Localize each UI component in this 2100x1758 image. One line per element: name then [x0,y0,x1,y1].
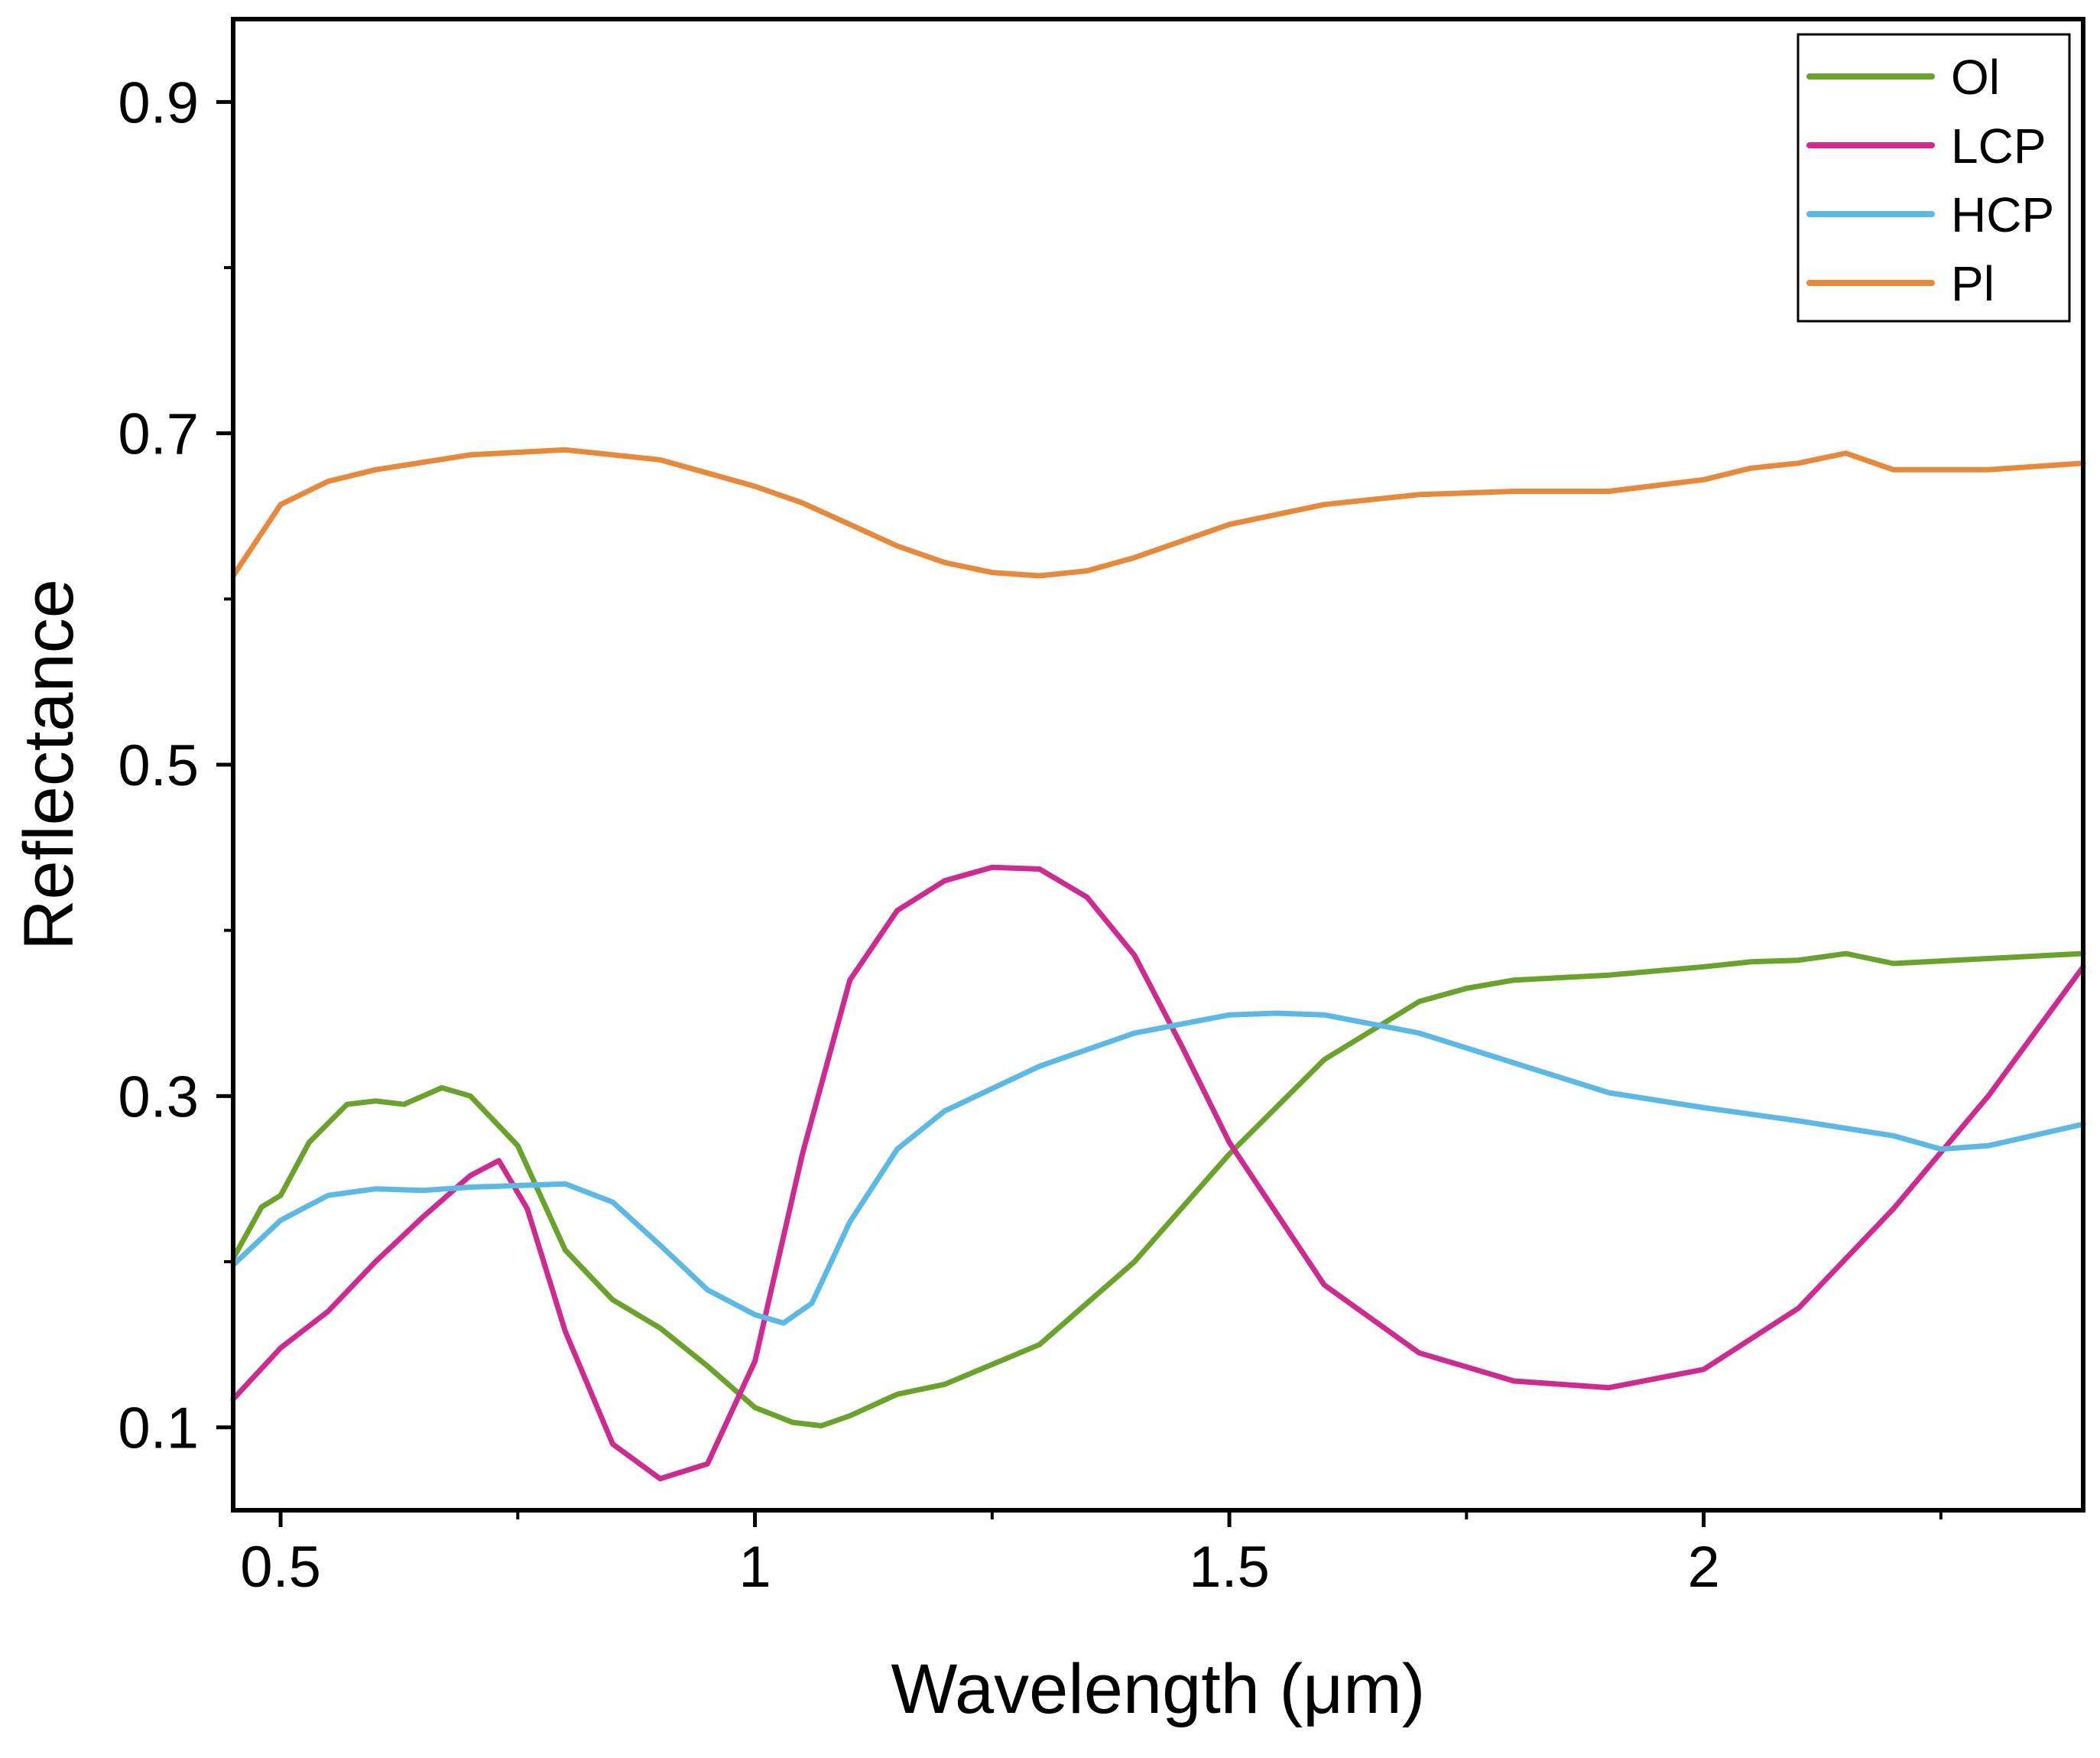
legend-label: Ol [1951,50,2000,105]
legend-box [1797,33,2071,323]
x-axis-title: Wavelength (μm) [891,1650,1426,1728]
y-tick-label: 0.1 [118,1396,199,1461]
series-line-hcp [230,1010,2086,1326]
y-ticks: 0.1 0.3 0.5 0.7 0.9 [118,70,233,1461]
x-ticks: 0.5 1 1.5 2 [240,1510,1943,1600]
legend: Ol LCP HCP Pl [1797,33,2071,323]
legend-label: HCP [1951,187,2054,242]
y-axis: 0.1 0.3 0.5 0.7 0.9 Reflectance [10,70,233,1461]
y-tick-label: 0.7 [118,402,199,467]
x-axis: 0.5 1 1.5 2 Wavelength (μm) [240,1510,1943,1728]
legend-item-hcp: HCP [1806,187,2054,242]
x-tick-label: 2 [1687,1535,1719,1600]
legend-item-ol: Ol [1806,50,2000,105]
series-line-lcp [230,864,2086,1482]
legend-label: Pl [1951,256,1995,311]
y-tick-label: 0.9 [118,70,199,135]
series-line-ol [230,950,2086,1428]
x-tick-label: 1 [738,1535,771,1600]
legend-items: Ol LCP HCP Pl [1806,50,2054,311]
series-group [230,447,2086,1482]
x-tick-label: 0.5 [240,1535,321,1600]
legend-item-lcp: LCP [1806,119,2046,174]
legend-label: LCP [1951,119,2046,174]
y-axis-title: Reflectance [10,579,88,950]
legend-item-pl: Pl [1806,256,1995,311]
x-tick-label: 1.5 [1189,1535,1270,1600]
y-tick-label: 0.5 [118,733,199,798]
series-line-pl [230,447,2086,579]
y-tick-label: 0.3 [118,1064,199,1129]
